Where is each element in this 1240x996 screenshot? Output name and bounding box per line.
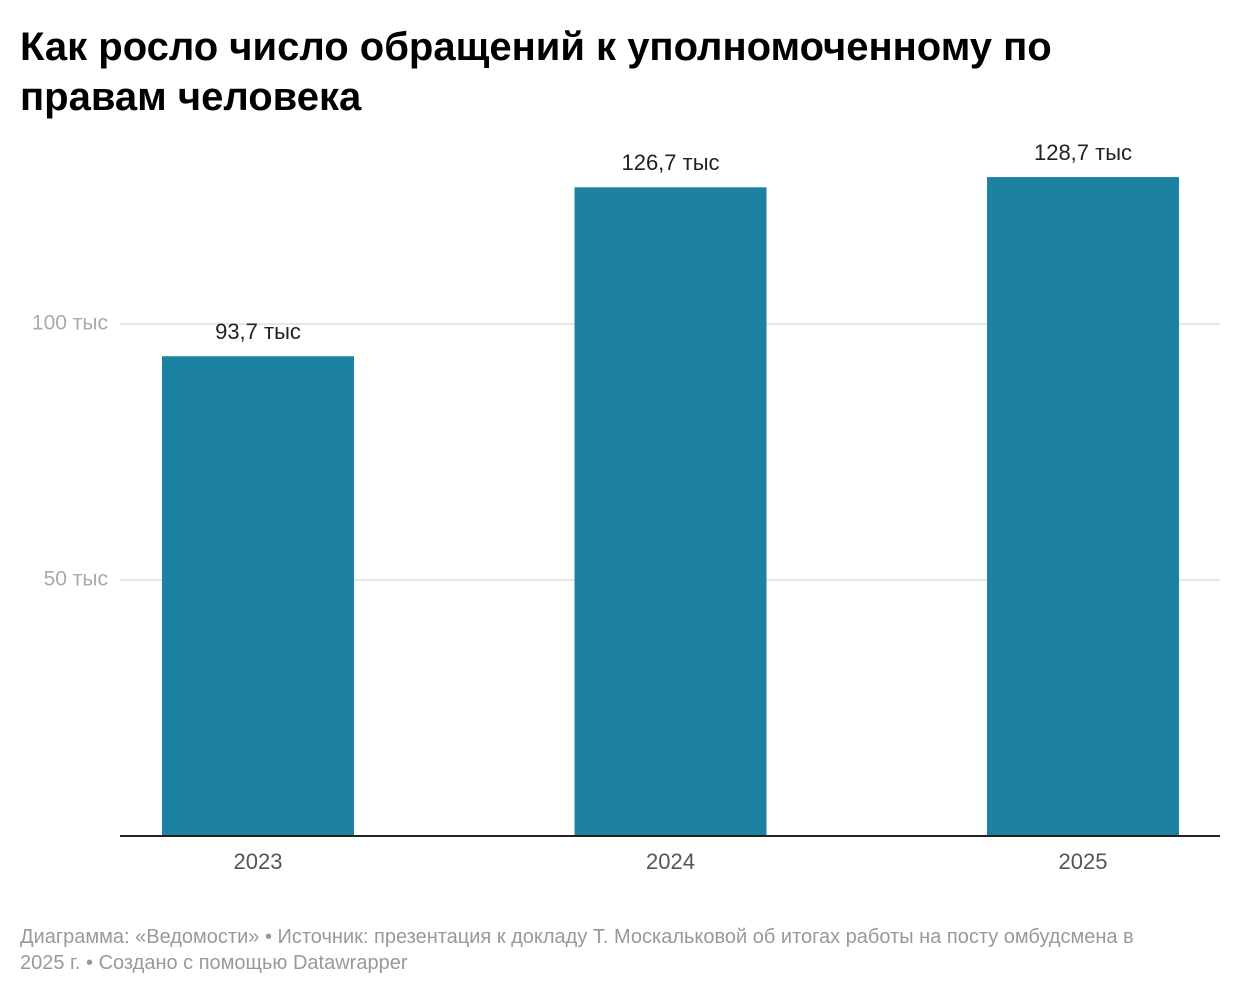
value-label: 128,7 тыс [1034,140,1132,165]
bar [987,177,1179,836]
y-tick-label: 100 тыс [32,312,108,335]
value-label: 126,7 тыс [621,150,719,175]
y-tick-label: 50 тыс [44,568,108,591]
x-tick-label: 2024 [646,849,695,874]
value-label: 93,7 тыс [215,319,301,344]
chart: 50 тыс 100 тыс 93,7 тыс 2023 126,7 тыс 2024 12… [32,140,1220,874]
bar [162,356,354,836]
x-tick-label: 2023 [234,849,283,874]
bar [574,187,767,836]
footer: Диаграмма: «Ведомости» • Источник: презе… [20,926,1134,974]
x-tick-label: 2025 [1059,849,1108,874]
chart-title: Как росло число обращений к уполномоченн… [20,25,1052,119]
